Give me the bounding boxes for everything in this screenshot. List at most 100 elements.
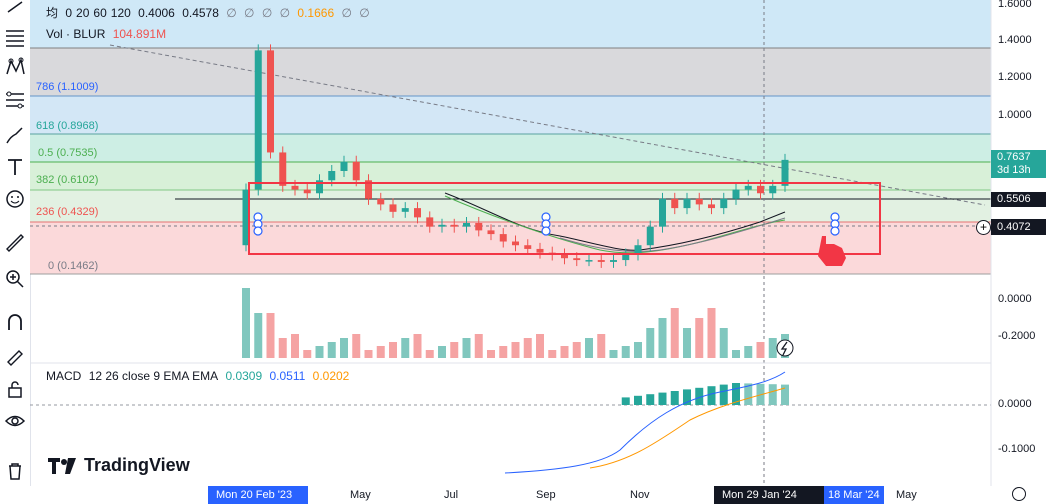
volume-bar [425, 350, 434, 358]
volume-bar [376, 346, 385, 358]
date-highlight-end: 18 Mar '24 [824, 486, 884, 504]
candle-body [634, 245, 642, 255]
settings-gear-icon[interactable] [1012, 487, 1026, 501]
volume-bar [511, 342, 520, 358]
fib-label-0236: 236 (0.4329) [36, 206, 99, 218]
candle-body [463, 222, 470, 227]
ma-val-4: 0.4578 [182, 6, 219, 20]
price-tick: 1.6000 [998, 0, 1032, 10]
date-highlight-cursor: Mon 29 Jan '24 [714, 486, 824, 504]
candle-body [291, 185, 299, 190]
candle-body [769, 185, 777, 194]
candle-body [708, 204, 715, 209]
brush-tool-icon[interactable] [4, 124, 26, 146]
candle-body [610, 260, 617, 262]
candle-body [585, 260, 593, 262]
date-highlight-start: Mon 20 Feb '23 [208, 486, 308, 504]
volume-bar [487, 350, 495, 358]
price-tick: 1.4000 [998, 34, 1032, 46]
add-alert-icon[interactable]: + [976, 220, 991, 235]
candle-body [279, 152, 287, 186]
volume-name: Vol · BLUR [46, 27, 106, 41]
volume-bar [291, 334, 299, 358]
macd-value-2: 0.0511 [269, 369, 306, 383]
lines-tool-icon[interactable] [4, 26, 26, 48]
macd-bar [646, 394, 655, 405]
volume-legend[interactable]: Vol · BLUR 104.891M [46, 27, 170, 41]
volume-bar [609, 350, 618, 358]
red-range-box [248, 182, 881, 255]
macd-legend[interactable]: MACD 12 26 close 9 EMA EMA 0.0309 0.0511… [46, 369, 353, 383]
candle-body [536, 248, 544, 253]
macd-bar [634, 395, 642, 405]
candle-body [340, 161, 348, 171]
volume-bar [683, 328, 691, 358]
macd-value-1: 0.0309 [225, 369, 263, 383]
volume-bar [352, 334, 361, 358]
fib-label-05: 0.5 (0.7535) [38, 147, 98, 159]
emoji-tool-icon[interactable] [4, 188, 26, 210]
ma-green [444, 195, 786, 254]
candle-body [475, 222, 483, 231]
eye-icon[interactable] [4, 410, 26, 432]
volume-bar [621, 346, 630, 358]
fib-label-0: 0 (0.1462) [48, 260, 99, 272]
trash-icon[interactable] [4, 460, 26, 482]
volume-bar [450, 342, 459, 358]
magnet-icon[interactable] [4, 312, 26, 334]
macd-bar [719, 384, 728, 405]
indicator-legend[interactable]: 均 0 20 60 120 0.4006 0.4578 ∅ ∅ ∅ ∅ 0.1666 … [46, 4, 374, 21]
volume-bar [585, 338, 593, 358]
macd-tick: -0.1000 [998, 443, 1036, 455]
macd-histogram [621, 383, 789, 405]
volume-bar [315, 346, 324, 358]
ma-val-7: ∅ [261, 6, 273, 20]
date-axis[interactable]: Mon 20 Feb '23 May Jul Sep Nov Mon 29 Ja… [30, 486, 996, 504]
candle-body [303, 189, 311, 194]
candle-body [732, 189, 740, 199]
ma-val-8: ∅ [279, 6, 291, 20]
volume-bar [327, 342, 336, 358]
zoom-in-icon[interactable] [4, 268, 26, 290]
cursor-tool-icon[interactable] [4, 0, 26, 22]
pencil-lock-icon[interactable] [4, 344, 26, 366]
fib-zone-6 [30, 222, 991, 274]
text-tool-icon[interactable] [4, 156, 26, 178]
ma-val-5: ∅ [226, 6, 237, 20]
candle-body [352, 161, 360, 181]
macd-bar [621, 397, 630, 405]
ma-val-3: 0.4006 [138, 6, 175, 20]
volume-bar [634, 342, 642, 358]
brand-name: TradingView [84, 455, 190, 475]
tradingview-logo: TradingView [48, 455, 190, 476]
cursor-price-tag: 0.4072 [991, 219, 1046, 235]
volume-bar [364, 350, 373, 358]
ma-param-0: 0 [65, 6, 73, 20]
volume-bar [756, 342, 765, 358]
candle-body [414, 208, 421, 218]
macd-title: MACD [46, 369, 82, 383]
fib-zone-2 [30, 96, 991, 134]
ma-val-1: 60 [93, 6, 107, 20]
volume-bar [536, 334, 544, 358]
volume-bar [719, 328, 728, 358]
volume-bar [278, 338, 287, 358]
ruler-tool-icon[interactable] [4, 232, 26, 254]
price-tick: 1.2000 [998, 71, 1032, 83]
lock-icon[interactable] [4, 378, 26, 400]
fib-tool-icon[interactable] [4, 90, 26, 112]
ma-val-2: 120 [110, 6, 131, 20]
handle-6 [541, 226, 551, 236]
price-tick: 1.0000 [998, 109, 1032, 121]
candle-body [242, 189, 250, 246]
pattern-tool-icon[interactable] [4, 56, 26, 78]
date-label-jul: Jul [444, 489, 459, 501]
macd-bar [781, 384, 789, 405]
ma-black [444, 192, 786, 251]
macd-bar [658, 392, 667, 405]
volume-bar [658, 318, 667, 358]
volume-bar [303, 350, 312, 358]
macd-params: 12 26 close 9 EMA EMA [88, 369, 219, 383]
fib-zone-5 [30, 190, 991, 222]
